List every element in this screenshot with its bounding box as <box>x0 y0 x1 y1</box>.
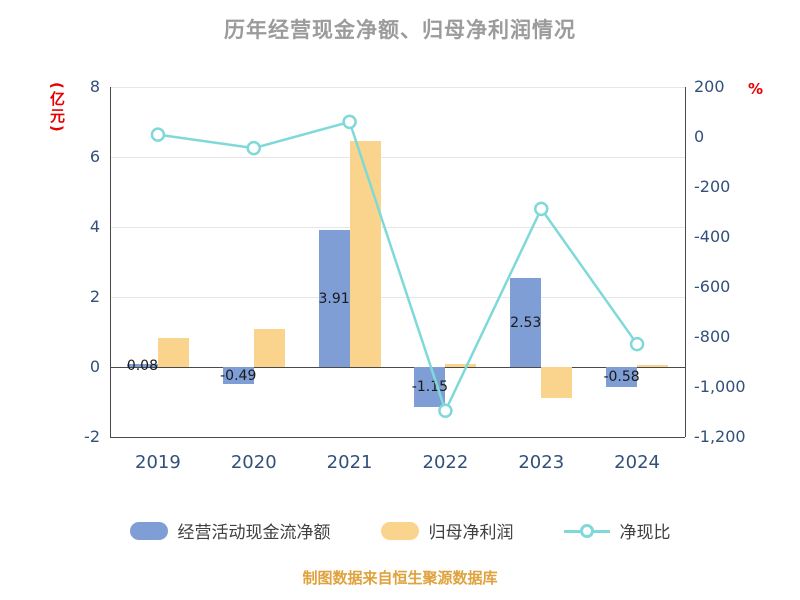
right-axis-tick: 200 <box>694 77 725 96</box>
x-axis-label-2019: 2019 <box>135 452 181 473</box>
left-axis-unit-label: (亿元) <box>48 82 66 134</box>
legend-label-netprofit: 归母净利润 <box>428 523 514 543</box>
netcash-ratio-marker-2020 <box>246 140 261 156</box>
gridline <box>110 226 685 228</box>
legend-item-netcash-ratio[interactable]: 净现比 <box>563 518 671 543</box>
bar-value-label-2021: 3.91 <box>318 290 350 307</box>
left-axis-tick: 8 <box>89 77 100 96</box>
right-axis-tick: 0 <box>694 127 705 146</box>
right-axis-tick: -1,200 <box>694 427 746 446</box>
netcash-ratio-marker-2024 <box>629 336 645 352</box>
right-axis-tick: -1,000 <box>694 377 746 396</box>
x-axis-label-2024: 2024 <box>614 452 660 473</box>
bar-value-label-2023: 2.53 <box>510 314 542 331</box>
x-axis-label-2022: 2022 <box>422 452 469 473</box>
right-axis-line <box>685 87 686 437</box>
netcash-ratio-line-marker-icon <box>563 522 610 540</box>
right-axis-tick: -200 <box>694 177 731 196</box>
legend-item-netprofit[interactable]: 归母净利润 <box>380 518 514 543</box>
netcash-ratio-marker-2019 <box>150 127 166 142</box>
gridline <box>110 86 685 88</box>
right-axis-tick: -400 <box>694 227 731 246</box>
bar-netprofit-2020 <box>253 328 285 367</box>
left-axis-tick: 2 <box>89 287 100 306</box>
legend: 经营活动现金流净额 归母净利润 净现比 <box>0 518 800 543</box>
right-axis-tick: -800 <box>694 327 731 346</box>
left-axis-line <box>110 87 111 437</box>
legend-item-cashflow[interactable]: 经营活动现金流净额 <box>129 518 331 543</box>
x-axis-label-2020: 2020 <box>230 452 277 473</box>
bar-value-label-2020: -0.49 <box>220 367 257 384</box>
bar-value-label-2022: -1.15 <box>411 379 449 396</box>
legend-label-netcash-ratio: 净现比 <box>619 523 671 543</box>
bar-cashflow-2019 <box>126 364 158 367</box>
bottom-axis-line <box>110 437 685 438</box>
left-axis-tick: 0 <box>89 357 100 376</box>
data-source-note: 制图数据来自恒生聚源数据库 <box>302 569 498 587</box>
line-swatch-circle <box>579 523 594 538</box>
legend-label-cashflow: 经营活动现金流净额 <box>177 523 331 543</box>
netprofit-swatch-icon <box>380 521 419 540</box>
netcash-ratio-marker-2021 <box>342 114 357 130</box>
cashflow-swatch-icon <box>129 521 168 540</box>
left-axis-tick: 4 <box>89 217 100 236</box>
x-axis-label-2023: 2023 <box>518 452 565 473</box>
right-axis-tick: -600 <box>694 277 731 296</box>
bar-netprofit-2024 <box>637 364 669 367</box>
right-axis-unit-label: % <box>748 80 764 98</box>
gridline <box>110 296 685 298</box>
bar-value-label-2024: -0.58 <box>603 369 640 386</box>
netcash-ratio-marker-2023 <box>534 201 549 217</box>
bar-netprofit-2021 <box>349 140 381 367</box>
bar-netprofit-2023 <box>541 367 573 398</box>
chart-title: 历年经营现金净额、归母净利润情况 <box>224 18 576 42</box>
bar-value-label-2019: 0.08 <box>126 357 158 374</box>
left-axis-tick: -2 <box>84 427 100 446</box>
left-axis-tick: 6 <box>89 147 100 166</box>
x-axis-label-2021: 2021 <box>326 452 373 473</box>
gridline <box>110 156 685 158</box>
bar-netprofit-2022 <box>445 363 477 367</box>
